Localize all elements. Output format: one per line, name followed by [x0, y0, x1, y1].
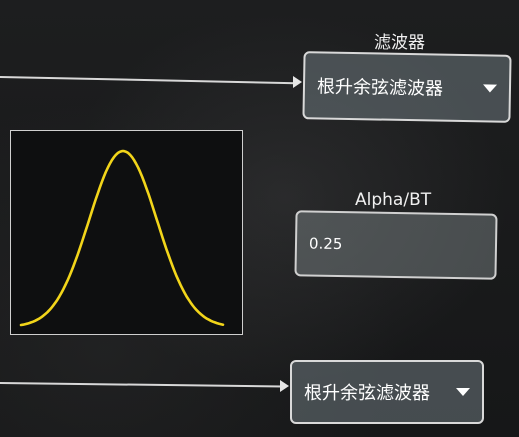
filter-type-select-bottom[interactable]: 根升余弦滤波器 — [290, 360, 484, 424]
filter-label: 滤波器 — [374, 33, 425, 53]
arrow-right-icon — [280, 380, 289, 392]
filter-type-value: 根升余弦滤波器 — [316, 76, 444, 100]
alpha-bt-value: 0.25 — [308, 234, 343, 254]
alpha-bt-label: Alpha/BT — [355, 190, 432, 210]
filter-response-svg — [19, 149, 225, 327]
arrow-right-icon — [293, 76, 302, 88]
filter-response-curve — [19, 149, 225, 327]
caret-down-icon — [456, 388, 470, 396]
filter-response-plot — [10, 130, 243, 335]
alpha-bt-input[interactable]: 0.25 — [294, 210, 498, 280]
caret-down-icon — [482, 84, 498, 93]
filter-type-value: 根升余弦滤波器 — [304, 383, 430, 404]
filter-type-select-top[interactable]: 根升余弦滤波器 — [302, 51, 512, 123]
